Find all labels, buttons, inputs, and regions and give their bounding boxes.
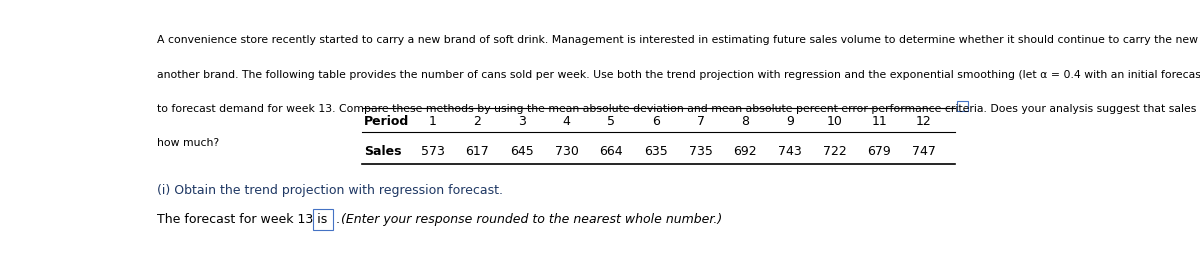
Text: 573: 573 [421, 145, 445, 158]
Text: 9: 9 [786, 115, 793, 128]
Text: 6: 6 [652, 115, 660, 128]
Text: (i) Obtain the trend projection with regression forecast.: (i) Obtain the trend projection with reg… [157, 184, 504, 197]
Text: 645: 645 [510, 145, 534, 158]
Text: 10: 10 [827, 115, 842, 128]
Text: 2: 2 [474, 115, 481, 128]
Text: 4: 4 [563, 115, 570, 128]
Text: 7: 7 [696, 115, 704, 128]
Text: 635: 635 [644, 145, 667, 158]
Text: 735: 735 [689, 145, 713, 158]
Text: Sales: Sales [364, 145, 401, 158]
Text: 722: 722 [823, 145, 846, 158]
Text: 617: 617 [466, 145, 490, 158]
Text: (Enter your response rounded to the nearest whole number.): (Enter your response rounded to the near… [341, 213, 722, 226]
FancyBboxPatch shape [958, 101, 968, 111]
Text: 692: 692 [733, 145, 757, 158]
Text: A convenience store recently started to carry a new brand of soft drink. Managem: A convenience store recently started to … [157, 35, 1200, 45]
Text: 12: 12 [916, 115, 931, 128]
Text: 1: 1 [428, 115, 437, 128]
Text: how much?: how much? [157, 138, 220, 148]
Text: 3: 3 [518, 115, 526, 128]
Text: 679: 679 [868, 145, 890, 158]
Text: 5: 5 [607, 115, 616, 128]
Text: 743: 743 [778, 145, 802, 158]
Text: 8: 8 [742, 115, 749, 128]
Text: The forecast for week 13 is: The forecast for week 13 is [157, 213, 328, 226]
Text: 730: 730 [554, 145, 578, 158]
Text: 747: 747 [912, 145, 936, 158]
Text: to forecast demand for week 13. Compare these methods by using the mean absolute: to forecast demand for week 13. Compare … [157, 104, 1200, 114]
FancyBboxPatch shape [313, 210, 334, 230]
Text: Period: Period [364, 115, 409, 128]
Text: another brand. The following table provides the number of cans sold per week. Us: another brand. The following table provi… [157, 70, 1200, 80]
Text: 11: 11 [871, 115, 887, 128]
Text: 664: 664 [600, 145, 623, 158]
Text: .: . [336, 213, 340, 226]
